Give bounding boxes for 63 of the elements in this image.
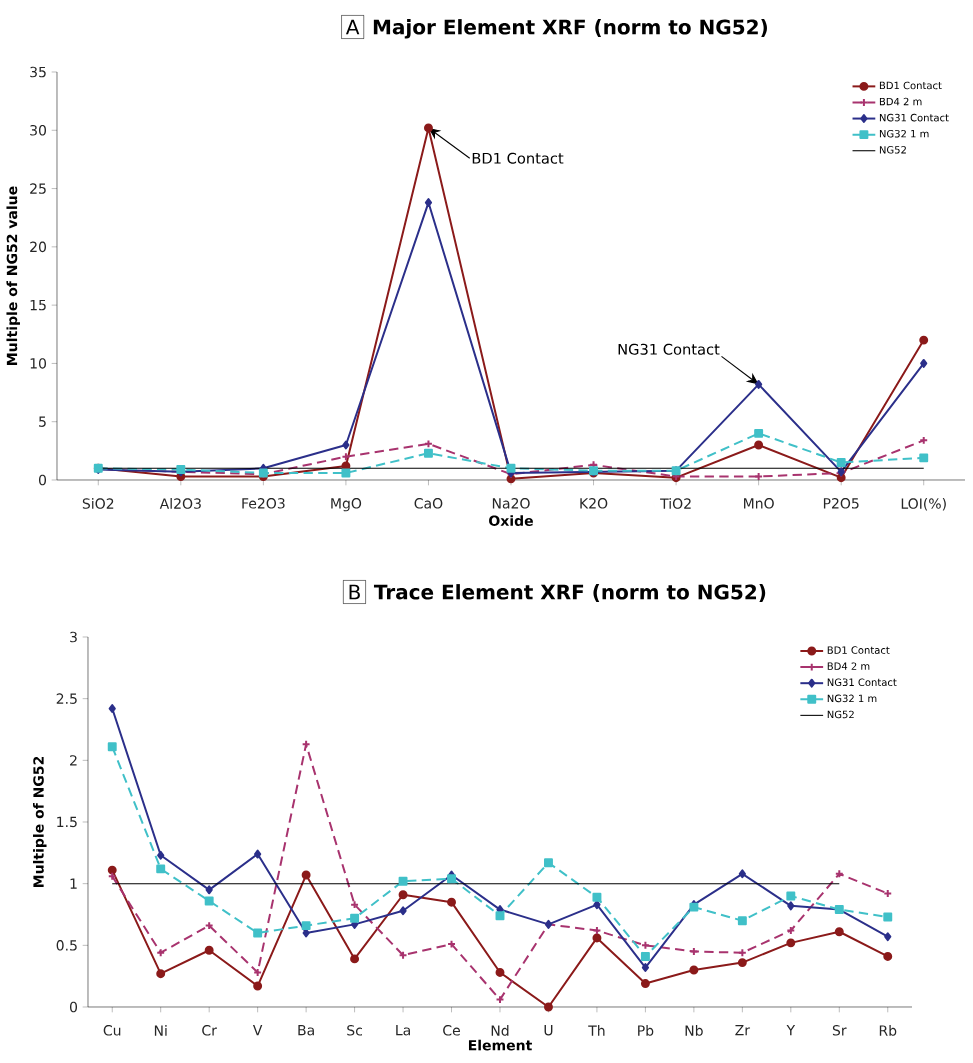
- chart-title: Major Element XRF (norm to NG52): [373, 19, 767, 39]
- chart-title: Trace Element XRF (norm to NG52): [373, 584, 766, 602]
- x-axis-title: Element: [468, 1039, 532, 1051]
- x-tick-label: Y: [786, 1025, 796, 1036]
- x-tick-label: U: [544, 1025, 553, 1036]
- y-tick-label: 25: [30, 183, 46, 194]
- legend-label: NG31 Contact: [879, 113, 949, 122]
- y-axis-title: Multiple of NG52 value: [6, 186, 20, 365]
- legend-label: BD4 2 m: [879, 97, 922, 106]
- text: A: [345, 19, 360, 35]
- x-tick-label: K2O: [580, 498, 608, 509]
- y-tick-label: 1.5: [57, 816, 77, 828]
- x-tick-label: Sc: [347, 1025, 362, 1036]
- y-tick-label: 2: [70, 755, 77, 766]
- x-tick-label: MnO: [744, 498, 774, 509]
- x-tick-label: La: [396, 1025, 410, 1036]
- legend-label: BD1 Contact: [827, 646, 890, 654]
- x-tick-label: P2O5: [823, 498, 859, 509]
- y-tick-label: 20: [30, 241, 47, 253]
- x-tick-label: V: [252, 1025, 263, 1036]
- x-tick-label: Ba: [298, 1025, 314, 1036]
- x-tick-label: Pb: [638, 1025, 654, 1036]
- y-axis-title: Multiple of NG52: [33, 756, 47, 888]
- y-tick-label: 0.5: [56, 940, 77, 951]
- x-tick-label: Fe2O3: [242, 498, 285, 509]
- legend-label: NG52: [827, 710, 854, 719]
- y-tick-label: 0: [38, 474, 47, 486]
- x-tick-label: Rb: [879, 1025, 897, 1036]
- y-tick-label: 15: [30, 299, 46, 311]
- legend-label: BD1 Contact: [879, 81, 942, 90]
- x-tick-label: MgO: [331, 498, 362, 512]
- y-tick-label: 2.5: [56, 693, 77, 704]
- y-tick-label: 35: [30, 66, 46, 78]
- y-tick-label: 5: [39, 416, 46, 427]
- legend-label: BD4 2 m: [827, 662, 870, 670]
- legend-label: NG32 1 m: [827, 694, 877, 703]
- x-axis-title: Oxide: [489, 515, 533, 526]
- x-tick-label: Cu: [103, 1025, 121, 1036]
- x-tick-label: Sr: [832, 1025, 847, 1036]
- x-tick-label: Nb: [685, 1025, 703, 1036]
- x-tick-label: Al2O3: [159, 498, 201, 509]
- x-tick-label: Ce: [443, 1025, 460, 1036]
- x-tick-label: Ni: [154, 1025, 167, 1036]
- y-tick-label: 3: [70, 631, 77, 643]
- y-tick-label: 10: [30, 358, 47, 369]
- x-tick-label: LOI(%): [901, 498, 946, 511]
- text: B: [349, 584, 360, 600]
- x-tick-label: Th: [588, 1025, 605, 1036]
- x-tick-label: TiO2: [660, 498, 691, 509]
- x-tick-label: CaO: [414, 498, 443, 509]
- x-tick-label: Nd: [491, 1025, 509, 1036]
- annotation: BD1 Contact: [472, 152, 564, 164]
- legend-label: NG32 1 m: [879, 129, 929, 138]
- x-tick-label: Zr: [735, 1025, 751, 1036]
- x-tick-label: Cr: [202, 1025, 217, 1036]
- x-tick-label: Na2O: [492, 498, 530, 509]
- y-tick-label: 0: [69, 1001, 78, 1013]
- y-tick-label: 1: [70, 878, 77, 889]
- y-tick-label: 30: [30, 124, 47, 136]
- annotation: NG31 Contact: [618, 343, 720, 355]
- legend-label: NG52: [879, 146, 906, 154]
- x-tick-label: SiO2: [82, 498, 114, 509]
- legend-label: NG31 Contact: [827, 678, 897, 687]
